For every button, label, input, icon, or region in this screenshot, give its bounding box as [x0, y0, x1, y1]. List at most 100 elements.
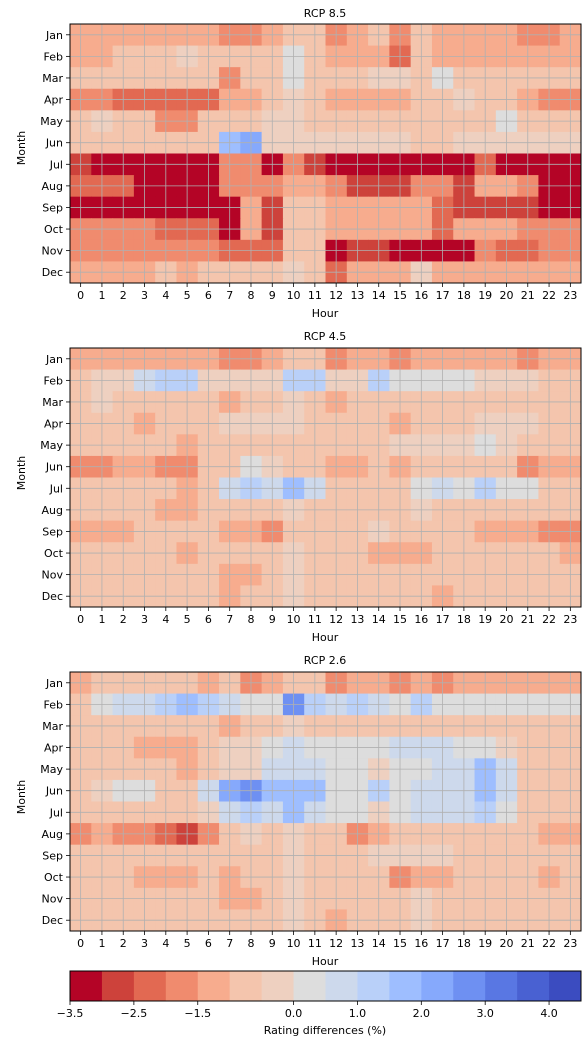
colorbar-swatch [101, 971, 135, 1001]
y-tick-labels: Jan Feb Mar Apr May Jun Jul Aug Sep Oct Nov Dec [40, 677, 70, 927]
y-tick-label: Feb [44, 374, 63, 387]
panel-title: RCP 2.6 [304, 654, 346, 667]
y-axis-label: Month [15, 131, 28, 166]
x-tick-label: 23 [563, 613, 577, 626]
colorbar-swatch [517, 971, 550, 1001]
y-tick-label: Jan [45, 353, 63, 366]
gridlines [70, 348, 581, 607]
y-tick-label: Jul [49, 806, 63, 819]
x-tick-label: 17 [436, 937, 450, 950]
heatmap-cells [70, 348, 582, 608]
x-tick-label: 11 [308, 289, 322, 302]
x-tick-label: 5 [184, 937, 191, 950]
y-tick-label: Aug [42, 504, 63, 517]
y-tick-label: Mar [42, 396, 63, 409]
y-tick-label: Jul [49, 482, 63, 495]
y-tick-label: Apr [44, 418, 64, 431]
x-tick-label: 0 [77, 289, 84, 302]
y-tick-label: Apr [44, 94, 64, 107]
y-tick-label: Sep [42, 201, 63, 214]
colorbar-swatch [293, 971, 326, 1001]
x-tick-label: 8 [247, 937, 254, 950]
x-axis-label: Hour [312, 631, 339, 644]
x-tick-label: 12 [329, 613, 343, 626]
y-tick-label: Nov [42, 893, 64, 906]
colorbar-tick-label: 0.0 [285, 1007, 303, 1020]
x-tick-label: 5 [184, 289, 191, 302]
x-tick-label: 12 [329, 289, 343, 302]
colorbar-tick-label: 2.0 [413, 1007, 431, 1020]
colorbar-label: Rating differences (%) [264, 1024, 386, 1037]
y-axis-label: Month [15, 780, 28, 815]
x-tick-label: 16 [414, 937, 428, 950]
x-tick-label: 16 [414, 289, 428, 302]
colorbar-swatch [70, 971, 103, 1001]
y-tick-label: Dec [42, 914, 63, 927]
x-tick-label: 4 [162, 937, 169, 950]
x-tick-label: 22 [542, 613, 556, 626]
x-tick-label: 10 [287, 937, 301, 950]
x-tick-label: 15 [393, 613, 407, 626]
plot-frame [69, 671, 582, 932]
x-tick-label: 2 [120, 937, 127, 950]
colorbar-tick-label: −3.5 [57, 1007, 84, 1020]
colorbar-swatch [133, 971, 167, 1001]
x-tick-label: 13 [350, 613, 364, 626]
y-tick-label: Sep [42, 849, 63, 862]
colorbar-tick-labels: −3.5 −2.5 −1.5 0.0 1.0 2.0 3.0 4.0 [57, 1001, 558, 1020]
colorbar-swatch [197, 971, 231, 1001]
colorbar-frame [69, 970, 582, 1002]
colorbar-tick-label: −1.5 [184, 1007, 211, 1020]
colorbar-swatches [70, 971, 582, 1001]
colorbar-tick-label: 4.0 [540, 1007, 558, 1020]
x-tick-label: 6 [205, 289, 212, 302]
y-tick-label: Nov [42, 569, 64, 582]
x-tick-label: 3 [141, 289, 148, 302]
plot-frame [69, 23, 582, 284]
x-tick-label: 14 [372, 937, 386, 950]
colorbar-swatch [485, 971, 518, 1001]
y-tick-label: Jul [49, 158, 63, 171]
y-tick-label: Aug [42, 828, 63, 841]
colorbar-swatch [229, 971, 263, 1001]
x-tick-label: 23 [563, 937, 577, 950]
colorbar-swatch [357, 971, 390, 1001]
x-tick-label: 9 [269, 937, 276, 950]
x-tick-label: 5 [184, 613, 191, 626]
x-tick-label: 2 [120, 289, 127, 302]
heatmap-panel-rcp45: RCP 4.5 Jan Feb Mar Apr May Jun Jul Aug Sep Oct No… [15, 330, 582, 644]
y-tick-label: Jan [45, 29, 63, 42]
y-tick-label: Mar [42, 720, 63, 733]
y-tick-labels: Jan Feb Mar Apr May Jun Jul Aug Sep Oct Nov Dec [40, 353, 70, 603]
y-tick-label: Aug [42, 180, 63, 193]
x-tick-label: 9 [269, 613, 276, 626]
x-tick-label: 21 [521, 613, 535, 626]
panel-title: RCP 8.5 [304, 7, 346, 20]
colorbar-swatch [549, 971, 582, 1001]
colorbar-swatch [453, 971, 486, 1001]
x-tick-label: 20 [499, 937, 513, 950]
y-tick-label: Jan [45, 677, 63, 690]
x-tick-label: 7 [226, 937, 233, 950]
y-tick-label: May [40, 115, 63, 128]
x-tick-label: 10 [287, 289, 301, 302]
x-tick-label: 21 [521, 289, 535, 302]
panel-title: RCP 4.5 [304, 330, 346, 343]
x-tick-label: 8 [247, 289, 254, 302]
x-tick-label: 10 [287, 613, 301, 626]
x-tick-label: 16 [414, 613, 428, 626]
y-tick-label: Mar [42, 72, 63, 85]
colorbar-tick-label: 3.0 [476, 1007, 494, 1020]
x-tick-labels: 0 1 2 3 4 5 6 7 8 9 10 11 12 13 14 15 16 17 18 19 20 21 22 23 [77, 607, 577, 626]
x-tick-label: 1 [98, 289, 105, 302]
x-tick-label: 20 [499, 613, 513, 626]
x-tick-label: 3 [141, 937, 148, 950]
x-tick-label: 9 [269, 289, 276, 302]
y-tick-label: May [40, 763, 63, 776]
y-tick-label: Jun [45, 461, 63, 474]
x-tick-label: 3 [141, 613, 148, 626]
y-tick-label: Sep [42, 525, 63, 538]
x-tick-label: 2 [120, 613, 127, 626]
x-tick-label: 15 [393, 937, 407, 950]
